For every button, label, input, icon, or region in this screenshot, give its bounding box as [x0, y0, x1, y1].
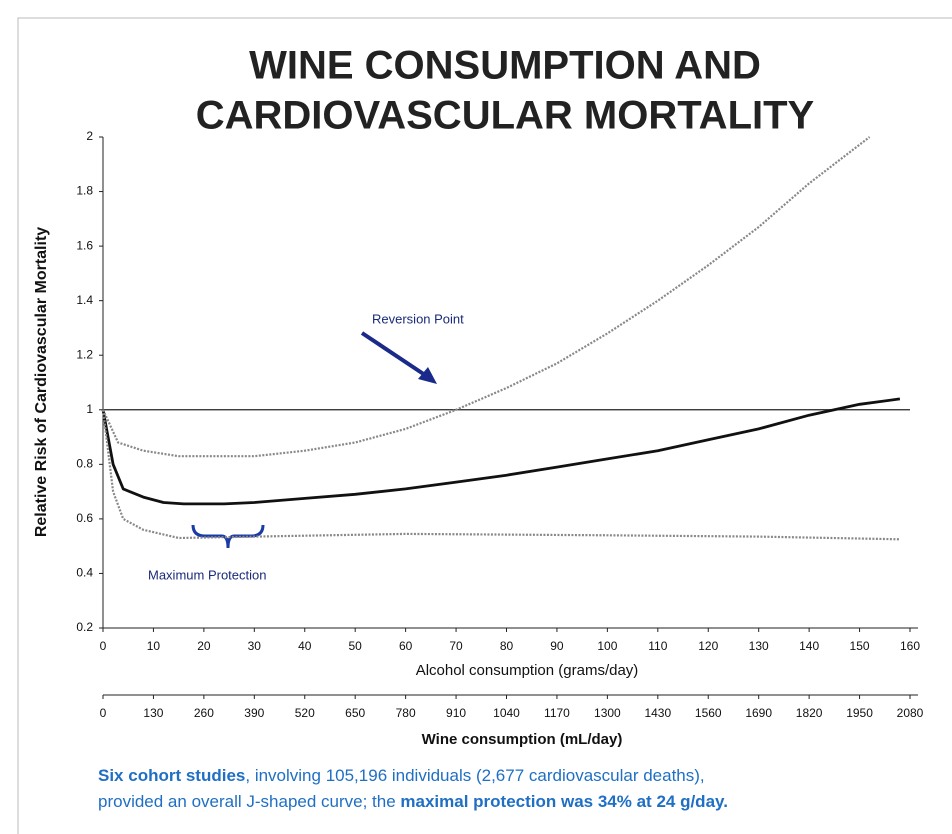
x2-tick-label: 1950 [846, 706, 873, 720]
x-tick-label: 60 [399, 639, 413, 653]
y-tick-label: 1.8 [76, 184, 93, 198]
x2-tick-label: 520 [295, 706, 315, 720]
x-tick-label: 70 [449, 639, 463, 653]
x-tick-label: 0 [100, 639, 107, 653]
x-tick-label: 20 [197, 639, 211, 653]
x2-tick-label: 1430 [644, 706, 671, 720]
arrow-head [418, 367, 437, 384]
annotation: Maximum Protection [148, 567, 266, 582]
x2-tick-label: 1820 [796, 706, 823, 720]
y-tick-label: 0.6 [76, 511, 93, 525]
x-tick-label: 160 [900, 639, 920, 653]
caption: Six cohort studies, involving 105,196 in… [98, 766, 705, 785]
y-tick-label: 1.2 [76, 347, 93, 361]
x2-tick-label: 1040 [493, 706, 520, 720]
x-tick-label: 130 [749, 639, 769, 653]
y-tick-label: 2 [86, 129, 93, 143]
x-tick-label: 90 [550, 639, 564, 653]
y-tick-label: 1.6 [76, 238, 93, 252]
frame [17, 17, 952, 834]
y-tick-label: 1 [86, 402, 93, 416]
x2-tick-label: 650 [345, 706, 365, 720]
x-tick-label: 40 [298, 639, 312, 653]
caption-segment: maximal protection was 34% at 24 g/day. [400, 792, 728, 811]
series-line [102, 136, 871, 458]
chart-title: WINE CONSUMPTION AND [249, 44, 761, 88]
x2-tick-label: 1170 [544, 706, 570, 720]
caption-segment: provided an overall J-shaped curve; the [98, 792, 400, 811]
y-tick-label: 0.2 [76, 620, 93, 634]
annotation: Reversion Point [372, 311, 464, 326]
x2-tick-label: 2080 [897, 706, 924, 720]
annotation-arrow [360, 331, 430, 379]
x2-tick-label: 1300 [594, 706, 621, 720]
x2-tick-label: 1690 [745, 706, 772, 720]
x-tick-label: 110 [648, 639, 667, 653]
caption-segment: Six cohort studies [98, 766, 245, 785]
x-tick-label: 140 [799, 639, 819, 653]
x-tick-label: 10 [147, 639, 161, 653]
x2-tick-label: 130 [143, 706, 163, 720]
x2-tick-label: 0 [100, 706, 107, 720]
x2-axis-label: Wine consumption (mL/day) [422, 731, 623, 748]
chart-title: CARDIOVASCULAR MORTALITY [196, 94, 815, 138]
x-tick-label: 150 [850, 639, 870, 653]
y-tick-label: 0.8 [76, 457, 93, 471]
x2-tick-label: 390 [244, 706, 264, 720]
x-tick-label: 50 [349, 639, 363, 653]
x-tick-label: 120 [698, 639, 718, 653]
y-tick-label: 0.4 [76, 566, 93, 580]
caption-segment: , involving 105,196 individuals (2,677 c… [245, 766, 704, 785]
y-tick-label: 1.4 [76, 293, 93, 307]
x2-tick-label: 910 [446, 706, 466, 720]
x2-tick-label: 260 [194, 706, 214, 720]
x-tick-label: 30 [248, 639, 262, 653]
x-tick-label: 100 [597, 639, 617, 653]
caption: provided an overall J-shaped curve; the … [98, 792, 728, 811]
x2-tick-label: 780 [396, 706, 416, 720]
x-axis-label: Alcohol consumption (grams/day) [416, 662, 639, 679]
series-line [101, 397, 901, 506]
x-tick-label: 80 [500, 639, 514, 653]
x2-tick-label: 1560 [695, 706, 722, 720]
brace [191, 524, 265, 549]
y-axis-label: Relative Risk of Cardiovascular Mortalit… [33, 227, 50, 537]
